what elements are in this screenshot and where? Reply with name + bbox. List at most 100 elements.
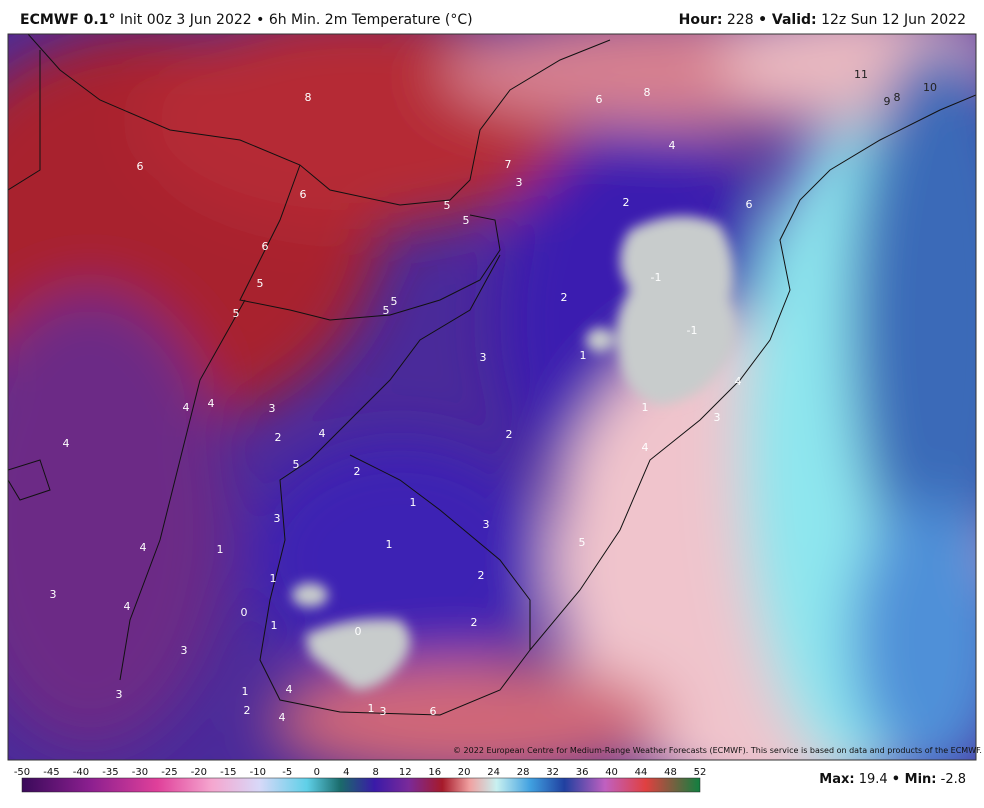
colorbar-tick-label: 16 <box>428 767 441 778</box>
map-value-label: 3 <box>269 402 276 415</box>
map-value-label: 5 <box>383 304 390 317</box>
colorbar-tick-label: -30 <box>132 767 148 778</box>
map-value-label: 1 <box>368 702 375 715</box>
map-value-label: 5 <box>391 295 398 308</box>
map-value-label: 3 <box>516 176 523 189</box>
map-value-label: 4 <box>286 683 293 696</box>
map-value-label: 3 <box>714 411 721 424</box>
model: ECMWF 0.1° <box>20 12 116 28</box>
map-value-label: 2 <box>275 431 282 444</box>
map-value-label: 2 <box>354 465 361 478</box>
map-value-label: 2 <box>506 428 513 441</box>
max-label: Max: <box>819 772 855 787</box>
colorbar-tick-label: -15 <box>220 767 236 778</box>
map-value-label: 2 <box>244 704 251 717</box>
map-value-label: 4 <box>735 375 742 388</box>
colorbar <box>21 777 701 793</box>
colorbar-tick-label: 36 <box>576 767 589 778</box>
hour: 228 <box>726 12 754 28</box>
valid: 12z Sun 12 Jun 2022 <box>821 12 966 28</box>
map-value-label: 6 <box>430 705 437 718</box>
map-value-label: 2 <box>478 569 485 582</box>
map-value-label: 6 <box>137 160 144 173</box>
map-value-label: 2 <box>561 291 568 304</box>
map-value-label: 6 <box>262 240 269 253</box>
map-value-label: 1 <box>271 619 278 632</box>
map-value-label: 9 <box>884 95 891 108</box>
colorbar-tick-label: 52 <box>694 767 707 778</box>
header-right: Hour: 228 • Valid: 12z Sun 12 Jun 2022 <box>679 12 966 28</box>
map-value-label: 6 <box>746 198 753 211</box>
colorbar-tick-label: -45 <box>43 767 59 778</box>
map-value-label: 5 <box>233 307 240 320</box>
map-value-label: 1 <box>242 685 249 698</box>
colorbar-tick-label: -35 <box>102 767 118 778</box>
colorbar-tick-label: 0 <box>314 767 320 778</box>
colorbar-tick-label: -20 <box>191 767 207 778</box>
map-value-label: 0 <box>355 625 362 638</box>
colorbar-tick-label: 44 <box>635 767 648 778</box>
map-value-label: 3 <box>50 588 57 601</box>
hour-label: Hour: <box>678 12 723 28</box>
map-value-label: 10 <box>923 81 937 94</box>
colorbar-tick-label: 24 <box>487 767 500 778</box>
description: Init 00z 3 Jun 2022 • 6h Min. 2m Tempera… <box>119 12 473 28</box>
map-value-label: 1 <box>217 543 224 556</box>
colorbar-tick-label: 48 <box>664 767 677 778</box>
map-value-label: 1 <box>410 496 417 509</box>
map-value-label: 2 <box>471 616 478 629</box>
map-value-label: 4 <box>642 441 649 454</box>
map-value-label: 4 <box>279 711 286 724</box>
map-value-label: 1 <box>270 572 277 585</box>
max: 19.4 <box>858 772 888 787</box>
colorbar-tick-label: -50 <box>14 767 30 778</box>
map-value-label: 4 <box>669 139 676 152</box>
min: -2.8 <box>940 772 966 787</box>
map-value-label: 6 <box>596 93 603 106</box>
map-value-label: 2 <box>623 196 630 209</box>
header-left: ECMWF 0.1° Init 00z 3 Jun 2022 • 6h Min.… <box>20 12 473 28</box>
map-value-label: 11 <box>854 68 868 81</box>
colorbar-tick-label: 8 <box>373 767 379 778</box>
valid-label: • Valid: <box>758 12 817 28</box>
map-value-label: 8 <box>644 86 651 99</box>
colorbar-tick-label: 32 <box>546 767 559 778</box>
map-value-label: 7 <box>505 158 512 171</box>
map-value-label: 4 <box>140 541 147 554</box>
map-value-label: 1 <box>642 401 649 414</box>
map-value-label: 3 <box>483 518 490 531</box>
map-value-label: 0 <box>241 606 248 619</box>
map-value-label: 5 <box>257 277 264 290</box>
map-value-label: 8 <box>305 91 312 104</box>
map-value-label: 8 <box>894 91 901 104</box>
map-value-label: 3 <box>116 688 123 701</box>
min-label: • Min: <box>891 772 937 787</box>
map-value-label: 1 <box>580 349 587 362</box>
map-value-label: 3 <box>181 644 188 657</box>
map-value-label: 6 <box>300 188 307 201</box>
map-value-label: -1 <box>651 271 662 284</box>
map-value-label: 3 <box>274 512 281 525</box>
map-value-label: 4 <box>124 600 131 613</box>
map-value-label: 5 <box>444 199 451 212</box>
colorbar-tick-label: 12 <box>399 767 412 778</box>
map-value-label: 1 <box>386 538 393 551</box>
map-value-label: 3 <box>480 351 487 364</box>
colorbar-tick-label: -40 <box>73 767 89 778</box>
map-value-label: 5 <box>579 536 586 549</box>
colorbar-tick-label: -5 <box>282 767 292 778</box>
footer: Max: 19.4 • Min: -2.8 <box>819 772 966 787</box>
map-value-label: 5 <box>293 458 300 471</box>
map-value-label: 4 <box>319 427 326 440</box>
map-value-label: -1 <box>687 324 698 337</box>
map-value-label: 5 <box>463 214 470 227</box>
colorbar-tick-label: 40 <box>605 767 618 778</box>
map-frame <box>7 33 977 761</box>
colorbar-tick-label: 28 <box>517 767 530 778</box>
colorbar-tick-label: -25 <box>161 767 177 778</box>
colorbar-tick-label: 20 <box>458 767 471 778</box>
copyright: © 2022 European Centre for Medium-Range … <box>453 746 982 755</box>
